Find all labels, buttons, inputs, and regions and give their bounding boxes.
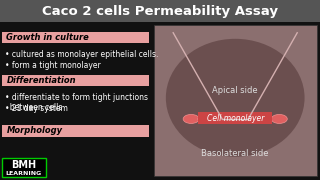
Text: • differentiate to form tight junctions
  between cells: • differentiate to form tight junctions … <box>5 93 148 112</box>
Text: Caco 2 cells Permeability Assay: Caco 2 cells Permeability Assay <box>42 5 278 18</box>
Text: Basolateral side: Basolateral side <box>202 149 269 158</box>
Text: Differentiation: Differentiation <box>6 76 76 85</box>
Text: BMH: BMH <box>12 160 36 170</box>
Text: • form a tight monolayer: • form a tight monolayer <box>5 61 100 70</box>
FancyBboxPatch shape <box>154 25 317 176</box>
FancyBboxPatch shape <box>2 31 149 43</box>
Text: • cultured as monolayer epithelial cells.: • cultured as monolayer epithelial cells… <box>5 50 158 59</box>
Ellipse shape <box>166 39 305 157</box>
Text: LEARNING: LEARNING <box>6 171 42 176</box>
Text: Morphology: Morphology <box>6 127 62 136</box>
Text: Cell monolayer: Cell monolayer <box>206 114 264 123</box>
Text: Growth in culture: Growth in culture <box>6 33 89 42</box>
FancyBboxPatch shape <box>198 112 272 124</box>
FancyBboxPatch shape <box>2 125 149 137</box>
Text: Apical side: Apical side <box>212 86 258 95</box>
FancyBboxPatch shape <box>2 158 46 177</box>
Circle shape <box>227 114 243 123</box>
Circle shape <box>271 114 287 123</box>
Circle shape <box>242 114 258 123</box>
FancyBboxPatch shape <box>2 75 149 86</box>
Circle shape <box>198 114 214 123</box>
Circle shape <box>257 114 273 123</box>
Text: • 21 day system: • 21 day system <box>5 104 68 113</box>
Circle shape <box>212 114 228 123</box>
Circle shape <box>183 114 199 123</box>
FancyBboxPatch shape <box>0 0 320 22</box>
